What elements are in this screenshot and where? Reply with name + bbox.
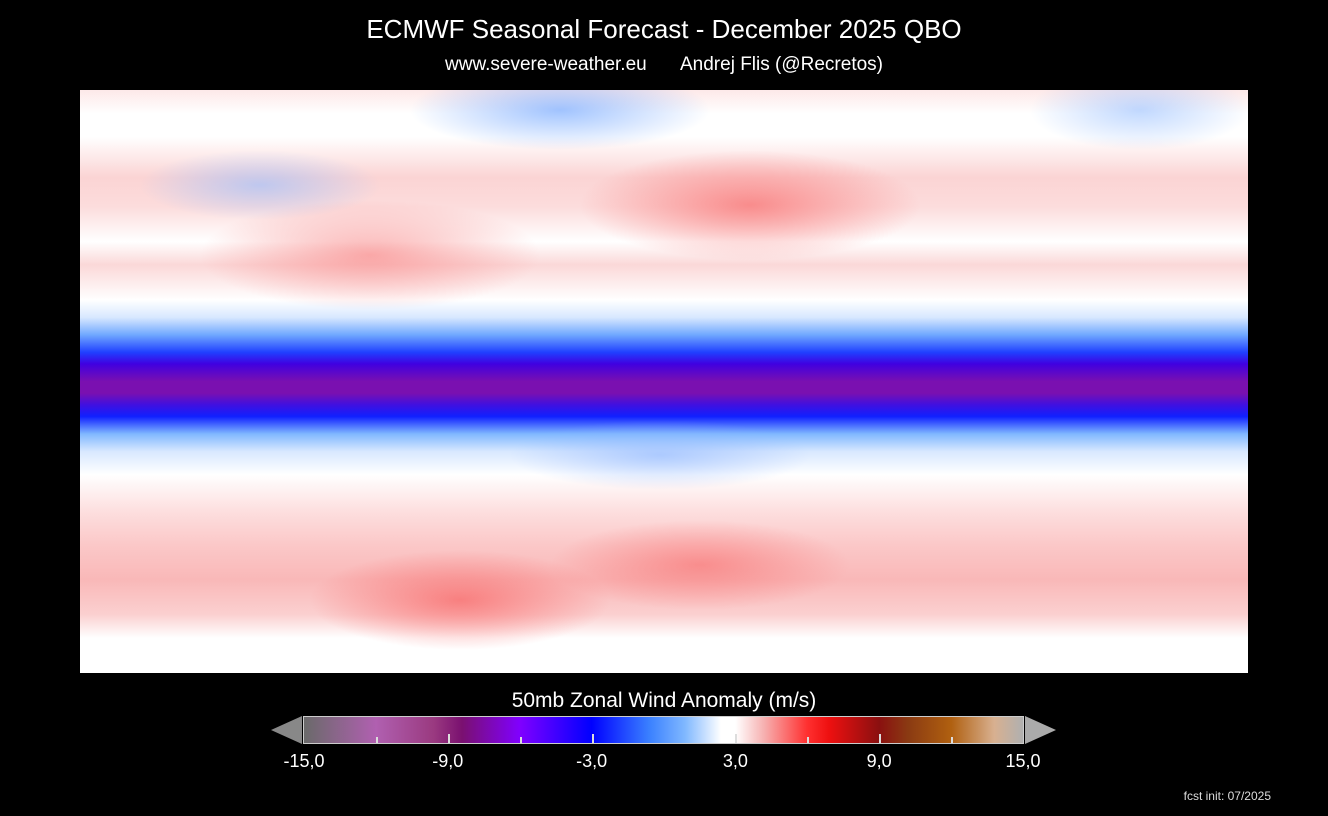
colorbar-tick [879,734,882,743]
anomaly-blob [580,150,920,260]
subtitle: www.severe-weather.eu Andrej Flis (@Recr… [0,54,1328,76]
anomaly-blob [550,520,850,610]
forecast-init: fcst init: 07/2025 [1183,789,1271,803]
anomaly-blob [410,90,710,150]
anomaly-blob [140,150,380,220]
colorbar-tick-label: 3,0 [722,751,748,771]
colorbar-tick-label: 15,0 [1005,751,1041,771]
colorbar-max-arrow [1025,716,1056,744]
wind-anomaly-map [80,90,1248,673]
colorbar-tick-label: -3,0 [576,751,608,771]
colorbar-title: 50mb Zonal Wind Anomaly (m/s) [511,689,817,712]
colorbar-min-arrow [271,716,302,744]
colorbar-tick [447,734,450,743]
colorbar-tick-label: -9,0 [432,751,464,771]
author: Andrej Flis (@Recretos) [680,54,883,75]
colorbar-tick [735,734,738,743]
colorbar-minor-tick [951,737,954,743]
colorbar-tick-label: -15,0 [283,751,325,771]
colorbar-minor-tick [375,737,378,743]
colorbar [303,716,1024,744]
colorbar-tick [591,734,594,743]
colorbar-minor-tick [807,737,810,743]
colorbar-tick-label: 9,0 [866,751,892,771]
website: www.severe-weather.eu [445,54,647,75]
colorbar-minor-tick [519,737,522,743]
anomaly-blob [1030,90,1248,150]
page-title: ECMWF Seasonal Forecast - December 2025 … [366,14,962,44]
anomaly-blob [510,420,810,490]
